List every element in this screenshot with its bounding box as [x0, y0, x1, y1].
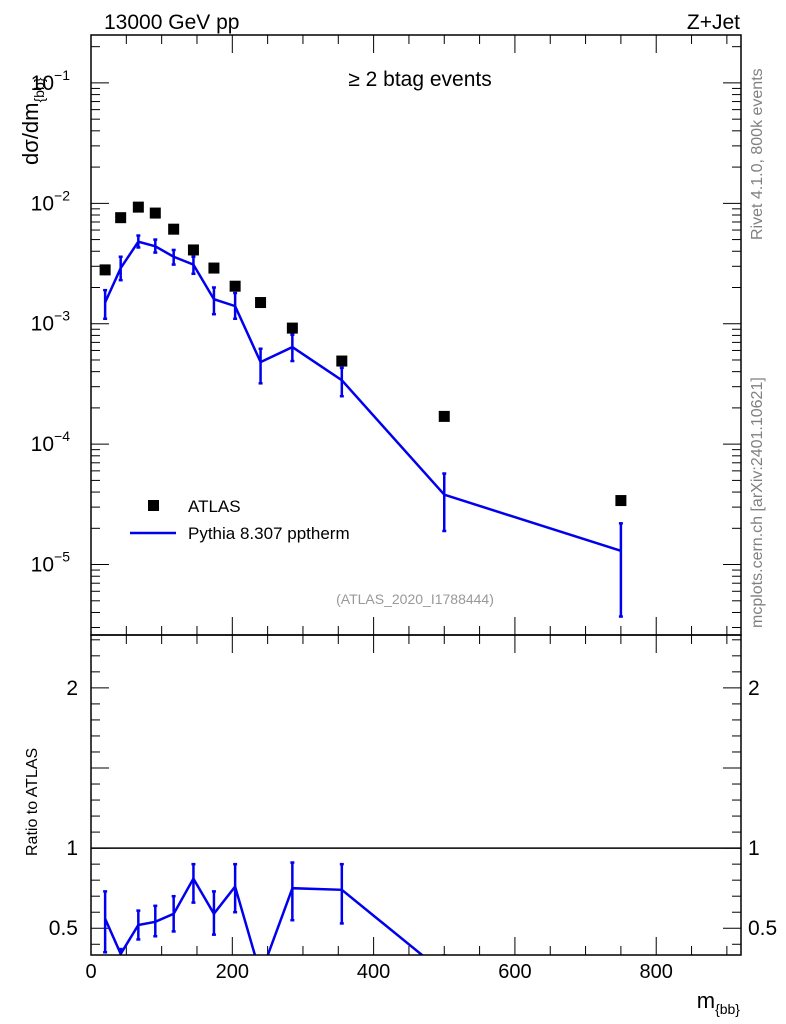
ratio-y-tick-label-right: 0.5 — [748, 917, 777, 940]
atlas-data-point — [99, 264, 111, 276]
atlas-data-point — [438, 410, 450, 422]
atlas-data-point — [168, 223, 180, 235]
atlas-data-point — [286, 322, 298, 334]
ratio-y-tick-label-right: 1 — [748, 837, 760, 860]
atlas-data-point — [615, 495, 627, 507]
pythia-series-line — [103, 240, 622, 552]
source-label: mcplots.cern.ch [arXiv:2401.10621] — [749, 377, 766, 628]
header-energy-label: 13000 GeV pp — [104, 11, 239, 34]
ratio-series-line — [103, 876, 425, 955]
main-y-tick-exponent: −4 — [54, 428, 70, 444]
main-y-tick-exponent: −1 — [54, 67, 70, 83]
atlas-data-point — [208, 262, 220, 274]
header-process-label: Z+Jet — [687, 11, 740, 34]
x-tick-label: 0 — [85, 961, 96, 983]
ratio-y-tick-label-left: 1 — [66, 837, 78, 860]
x-tick-label: 400 — [357, 961, 390, 983]
ratio-plot-frame — [90, 634, 742, 956]
legend-pythia-label: Pythia 8.307 pptherm — [188, 524, 350, 543]
atlas-data-point — [132, 201, 144, 213]
main-y-tick-exponent: −5 — [54, 549, 70, 565]
main-y-axis-label: dσ/dm{bb} — [18, 77, 47, 165]
main-y-tick-label: 10−5 — [31, 549, 71, 577]
x-tick-label: 800 — [640, 961, 673, 983]
main-y-tick-mantissa: 10 — [31, 313, 54, 336]
ratio-y-tick-label-right: 2 — [748, 677, 760, 700]
ratio-y-axis-label: Ratio to ATLAS — [24, 748, 41, 856]
atlas-data-point — [115, 212, 127, 224]
main-y-tick-mantissa: 10 — [31, 433, 54, 456]
main-y-tick-label: 10−2 — [31, 187, 71, 215]
ratio-y-tick-label-left: 2 — [66, 677, 78, 700]
main-y-tick-label: 10−1 — [31, 67, 71, 95]
atlas-data-point — [229, 280, 241, 292]
atlas-data-point — [255, 297, 267, 309]
analysis-watermark: (ATLAS_2020_I1788444) — [336, 591, 494, 607]
legend-atlas-marker — [148, 500, 159, 511]
main-y-tick-exponent: −3 — [54, 308, 70, 324]
atlas-data-point — [187, 244, 199, 256]
main-y-tick-label: 10−3 — [31, 308, 71, 336]
x-tick-label: 600 — [498, 961, 531, 983]
rivet-version-label: Rivet 4.1.0, 800k events — [749, 68, 766, 240]
x-axis-label: m{bb} — [697, 988, 741, 1017]
atlas-data-point — [336, 355, 348, 367]
legend-atlas-label: ATLAS — [188, 497, 241, 516]
main-y-tick-exponent: −2 — [54, 187, 70, 203]
main-y-tick-mantissa: 10 — [31, 192, 54, 215]
main-panel-title: ≥ 2 btag events — [348, 68, 491, 91]
main-y-tick-label: 10−4 — [31, 428, 71, 456]
main-y-tick-mantissa: 10 — [31, 72, 54, 95]
main-y-tick-mantissa: 10 — [31, 554, 54, 577]
x-tick-label: 200 — [216, 961, 249, 983]
main-plot-frame — [90, 34, 742, 636]
atlas-data-point — [149, 207, 161, 219]
ratio-y-tick-label-left: 0.5 — [49, 917, 78, 940]
